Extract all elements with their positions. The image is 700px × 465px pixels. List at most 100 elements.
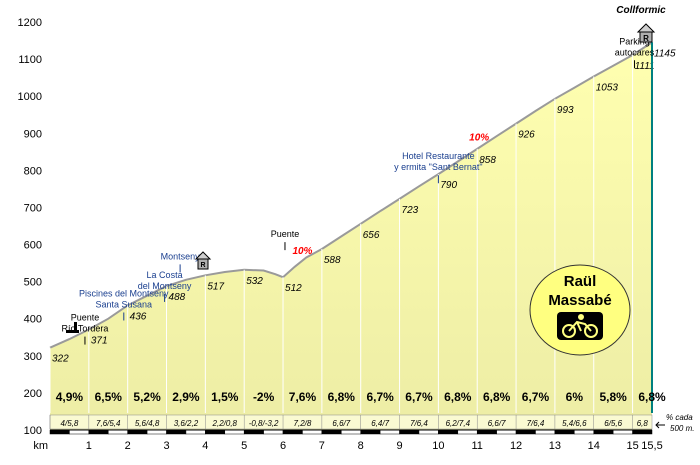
annotation-puente: Puente: [271, 229, 300, 251]
altitude-point-label: 436: [130, 311, 147, 322]
x-tick-label: 10: [432, 440, 444, 452]
x-tick-label: 3: [163, 440, 169, 452]
x-tick-label: 9: [396, 440, 402, 452]
segment-gradient: 6,5%: [95, 390, 123, 404]
km-ruler-segment: [574, 429, 594, 435]
km-ruler-segment: [535, 429, 556, 435]
half-km-gradient: 2,2/0,8: [212, 419, 238, 428]
summit-hut-icon: R: [636, 23, 656, 43]
half-km-gradient: 4/5,8: [61, 419, 79, 428]
y-tick-label: 300: [24, 351, 42, 363]
x-tick-label: 12: [510, 440, 522, 452]
segment-gradient: 6,7%: [405, 390, 433, 404]
y-tick-label: 200: [24, 388, 42, 400]
x-tick-label: 7: [319, 440, 325, 452]
half-km-gradient: 6,6/7: [488, 419, 506, 428]
steep-gradient-mark: 10%: [292, 246, 312, 257]
x-tick-label: 15,5: [641, 440, 662, 452]
km-ruler-segment: [108, 429, 128, 435]
segment-gradient: 6,8%: [638, 390, 666, 404]
x-tick-label: 6: [280, 440, 286, 452]
half-km-gradient: 7,6/5,4: [96, 419, 121, 428]
half-km-gradient: 7/6,4: [527, 419, 545, 428]
half-km-gradient: 6,2/7,4: [446, 419, 471, 428]
start-marker-icon: [66, 322, 79, 333]
half-km-gradient: 3,6/2,2: [174, 419, 199, 428]
altitude-point-label: 993: [557, 105, 574, 116]
profile-line: [49, 41, 653, 349]
annotation-montseny: Montseny: [161, 251, 201, 273]
x-tick-label: 2: [125, 440, 131, 452]
annotation-line: La Costa: [147, 270, 183, 280]
segment-gradient: 6,8%: [444, 390, 472, 404]
km-ruler-segment: [127, 429, 148, 435]
annotation-line: Santa Susana: [96, 299, 153, 309]
km-ruler-segment: [379, 429, 400, 435]
km-ruler-segment: [632, 429, 653, 435]
side-note-line-1: % cada: [666, 413, 693, 422]
segment-gradient: 6,8%: [483, 390, 511, 404]
km-ruler-segment: [593, 429, 614, 435]
altitude-point-label: 322: [52, 354, 69, 365]
segment-gradient: 6%: [566, 390, 584, 404]
badge-name-line-1: Raül: [564, 273, 597, 290]
badge-name-line-2: Massabé: [548, 292, 611, 309]
annotation-line: y ermita "Sant Bernat": [394, 162, 482, 172]
x-tick-label: 11: [472, 440, 483, 452]
km-ruler-segment: [341, 429, 361, 435]
km-ruler-segment: [263, 429, 284, 435]
segment-gradient: 5,8%: [599, 390, 627, 404]
altitude-point-label: 532: [246, 276, 263, 287]
altitude-point-label: 1053: [596, 83, 619, 94]
km-ruler-segment: [360, 429, 381, 435]
y-tick-label: 1200: [18, 17, 42, 29]
x-tick-label: 4: [202, 440, 208, 452]
annotation-line: Puente: [71, 313, 100, 323]
segment-gradient: 6,7%: [522, 390, 550, 404]
half-km-gradient: 7,2/8: [294, 419, 312, 428]
x-axis-label: km: [33, 440, 48, 452]
altitude-point-label: 723: [402, 205, 419, 216]
y-axis: 100 200 300 400 500 600 700 800 900 1000 1100 1200: [18, 17, 42, 437]
annotation-line: Montseny: [161, 251, 201, 261]
y-tick-label: 1000: [18, 91, 42, 103]
km-ruler-segment: [399, 429, 420, 435]
x-tick-label: 13: [549, 440, 561, 452]
rider-badge: Raül Massabé: [529, 264, 631, 356]
segment-gradient: 2,9%: [172, 390, 200, 404]
altitude-point-label: 512: [285, 283, 302, 294]
half-km-gradient: 6/5,6: [604, 419, 622, 428]
y-tick-label: 900: [24, 128, 42, 140]
x-tick-label: 15: [626, 440, 638, 452]
cyclist-icon: [557, 312, 603, 340]
altitude-point-label: 858: [479, 155, 496, 166]
annotation-line: Puente: [271, 229, 300, 239]
side-note-arrow-icon: [655, 421, 665, 429]
km-ruler-segment: [69, 429, 90, 435]
annotation-line: Piscines del Montseny: [79, 288, 169, 298]
km-ruler-segment: [224, 429, 245, 435]
km-ruler-segment: [438, 429, 459, 435]
km-ruler-segment: [166, 429, 187, 435]
altitude-point-label: 371: [91, 335, 108, 346]
mountain-hut-icon: R: [194, 251, 212, 270]
altitude-point-label: 517: [207, 281, 224, 292]
y-tick-label: 100: [24, 425, 42, 437]
altitude-point-label: 790: [440, 180, 457, 191]
y-tick-label: 600: [24, 240, 42, 252]
km-ruler-segment: [476, 429, 497, 435]
annotation-line: Río Tordera: [62, 324, 109, 334]
svg-text:R: R: [643, 34, 649, 43]
km-ruler-segment: [88, 429, 109, 435]
km-ruler-segment: [49, 429, 70, 435]
annotation-line: del Montseny: [138, 281, 192, 291]
x-tick-label: 14: [588, 440, 600, 452]
half-km-gradient: 6,8: [637, 419, 649, 428]
segment-gradient: 6,8%: [328, 390, 356, 404]
